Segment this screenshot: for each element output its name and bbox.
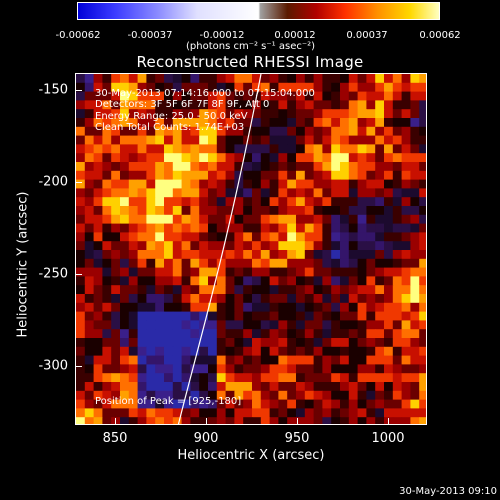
colorbar-tick: 0.00062 [419, 30, 461, 41]
x-tick-mark [388, 418, 389, 425]
y-tick-label: -150 [38, 82, 68, 98]
colorbar-tick: -0.00062 [55, 30, 101, 41]
solar-limb-line [177, 74, 262, 424]
y-tick-mark [75, 366, 82, 367]
colorbar [77, 2, 440, 20]
x-tick-label: 950 [284, 431, 310, 446]
y-tick-mark [75, 90, 82, 91]
colorbar-tick: 0.00012 [274, 30, 316, 41]
timestamp: 30-May-2013 09:10 [399, 486, 497, 497]
colorbar-tick: 0.00037 [346, 30, 388, 41]
x-tick-label: 1000 [371, 431, 405, 446]
x-tick-label: 850 [102, 431, 128, 446]
colorbar-tick: -0.00037 [127, 30, 173, 41]
x-tick-mark [297, 418, 298, 425]
info-time: 30-May-2013 07:14:16.000 to 07:15:04.000 [95, 88, 315, 99]
rhessi-image [75, 73, 427, 425]
y-tick-mark [75, 274, 82, 275]
y-tick-label: -300 [38, 358, 68, 374]
info-detectors: Detectors: 3F 5F 6F 7F 8F 9F, Att 0 [95, 99, 270, 110]
info-method: Clean Total Counts: 1.74E+03 [95, 122, 245, 133]
x-tick-mark [115, 418, 116, 425]
x-tick-label: 900 [193, 431, 219, 446]
heatmap-canvas [76, 74, 426, 424]
x-tick-mark [206, 418, 207, 425]
y-tick-label: -200 [38, 174, 68, 190]
image-title: Reconstructed RHESSI Image [136, 53, 364, 71]
x-axis-label: Heliocentric X (arcsec) [177, 448, 325, 463]
colorbar-unit-label: (photons cm⁻² s⁻¹ asec⁻²) [186, 41, 316, 52]
y-tick-label: -250 [38, 266, 68, 282]
y-axis-label: Heliocentric Y (arcsec) [15, 191, 31, 338]
info-energy: Energy Range: 25.0 - 50.0 keV [95, 111, 248, 122]
y-tick-mark [75, 182, 82, 183]
colorbar-tick: -0.00012 [199, 30, 245, 41]
peak-position: Position of Peak = [925,-180] [95, 396, 242, 407]
